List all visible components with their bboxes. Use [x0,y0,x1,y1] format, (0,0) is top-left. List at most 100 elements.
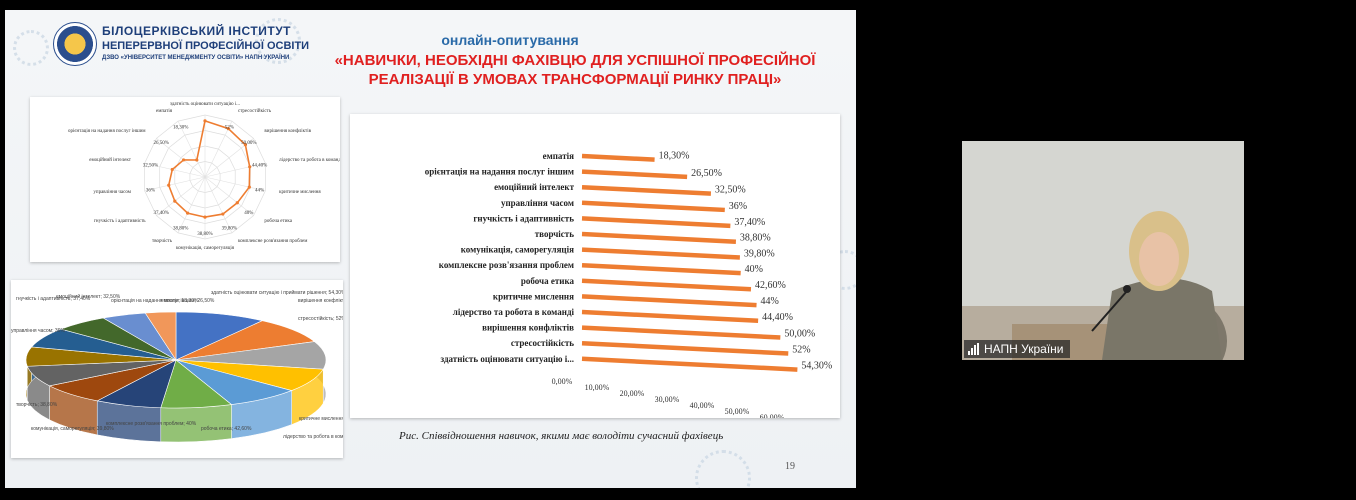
pie-slice-label: стресостійкість; 52% [298,315,343,322]
bar-category-label: комунікація, саморегуляція [461,245,574,255]
bar-category-label: творчість [535,229,574,239]
participant-name-label: НАПН України [964,340,1070,358]
radar-value-label: 38,80% [173,226,188,231]
slide-subtitle: онлайн-опитування [441,32,579,48]
gear-decoration-icon [695,450,751,488]
bar-value-label: 18,30% [659,151,690,162]
radar-spoke [204,176,266,192]
pie-slice-label: гнучкість і адаптивність; 37,40% [16,296,91,302]
radar-category-label: критичне мислення [279,190,321,195]
pie-slice-label: творчість; 38,80% [16,402,58,408]
radar-category-label: орієнтація на надання послуг іншим [68,129,146,134]
radar-spoke [177,176,206,233]
bar [581,216,731,229]
bar [581,247,740,260]
x-axis-tick-label: 0,00% [552,377,573,386]
bar-value-label: 38,80% [740,233,771,244]
pie-chart: здатність оцінювати ситуацію і приймати … [11,289,373,443]
bar [581,356,798,372]
radar-chart-panel: здатність оцінювати ситуацію і... стресос… [30,97,343,262]
radar-spoke [204,162,266,178]
radar-point [181,158,186,162]
radar-category-label: здатність оцінювати ситуацію і... [170,102,240,107]
x-axis-tick-label: 10,00% [585,383,610,392]
institute-name-line2: НЕПЕРЕРВНОЇ ПРОФЕСІЙНОЇ ОСВІТИ [102,40,310,52]
gear-decoration-icon [13,30,49,66]
radar-spoke [204,121,233,178]
bar-value-label: 36% [729,201,747,212]
radar-point [248,165,252,169]
bar [581,340,789,356]
bar-chart-panel: емпатія 18,30% орієнтація на надання послу… [350,114,840,422]
participant-name: НАПН України [984,342,1064,356]
pie-slice-label: робоча етика; 42,60% [201,426,252,432]
bar [581,184,712,196]
radar-point [247,185,251,189]
bar-category-label: критичне мислення [493,291,574,301]
radar-point [195,158,199,162]
radar-category-label: комплексне розв'язання проблем [238,239,308,244]
bar-category-label: вирішення конфліктів [482,323,574,333]
institute-affiliation: ДЗВО «УНІВЕРСИТЕТ МЕНЕДЖМЕНТУ ОСВІТИ» НА… [102,55,290,61]
pie-slice-label: критичне мислення; 44% [299,416,343,422]
pie-slice [175,320,316,361]
radar-value-label: 39,80% [222,226,237,231]
bar-value-label: 44% [761,296,779,307]
pie-slice-label: здатність оцінювати ситуацію і приймати … [211,289,343,296]
bar-category-label: здатність оцінювати ситуацію і... [441,354,574,364]
radar-spoke [156,138,206,178]
radar-point [167,183,171,187]
radar-value-label: 44% [255,188,264,193]
pie-slice-label: вирішення конфліктів; 50,00% [298,298,343,304]
radar-value-label: 44,40% [252,164,267,169]
radar-point [186,211,190,215]
radar-point [203,215,207,219]
bar-category-label: емоційний інтелект [494,182,575,192]
bar-category-label: стресостійкість [511,338,574,348]
bar [581,262,741,276]
institute-logo [53,22,97,66]
bar [581,231,737,244]
radar-spoke [204,176,233,233]
radar-point [173,199,177,203]
radar-value-label: 38,80% [197,232,212,237]
pie-slice [175,311,264,361]
radar-category-label: вирішення конфліктів [264,129,311,134]
x-axis-tick-label: 60,00% [760,413,785,418]
pie-slice-label: комплексне розв'язання проблем; 40% [106,421,197,427]
participant-video [962,141,1244,360]
pie-slice-label: управління часом; 36% [11,328,65,334]
bar-category-label: комплексне розв'язання проблем [439,260,574,270]
bar-value-label: 39,80% [744,248,775,259]
radar-value-label: 40% [244,211,253,216]
bar-chart: емпатія 18,30% орієнтація на надання послу… [425,151,832,422]
bar-value-label: 52% [792,345,810,356]
x-axis-tick-label: 20,00% [620,389,645,398]
bar [581,294,757,308]
radar-category-label: комунікація, саморегуляція [176,246,235,251]
radar-point [243,143,247,147]
radar-value-label: 52% [225,126,234,131]
radar-point [170,167,174,172]
bar-value-label: 54,30% [801,361,832,372]
bar [581,153,655,162]
radar-category-label: емпатія [156,109,173,114]
bar-category-label: гнучкість і адаптивність [473,213,574,223]
page-number: 19 [785,461,795,472]
bar-value-label: 37,40% [734,217,765,228]
institute-name: БІЛОЦЕРКІВСЬКИЙ ІНСТИТУТ [102,24,291,38]
radar-point [221,212,225,216]
pie-slice-label: комунікація, саморегуляція; 39,80% [31,426,114,432]
radar-spoke [144,176,206,192]
radar-point [203,119,207,123]
radar-value-label: 50,00% [241,141,256,146]
radar-value-label: 36% [146,188,155,193]
x-axis-tick-label: 30,00% [655,395,680,404]
participant-video-tile[interactable]: НАПН України [962,141,1244,360]
bar-value-label: 50,00% [784,329,815,340]
bar [581,309,759,324]
radar-chart: здатність оцінювати ситуацію і... стресос… [68,102,343,251]
presentation-slide: БІЛОЦЕРКІВСЬКИЙ ІНСТИТУТ НЕПЕРЕРВНОЇ ПРО… [5,10,856,488]
bar-category-label: емпатія [543,151,574,161]
bar [581,278,752,292]
